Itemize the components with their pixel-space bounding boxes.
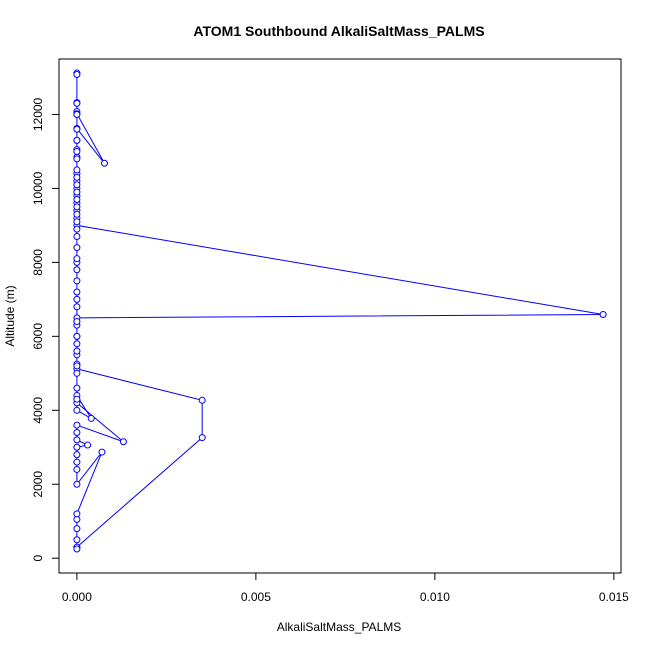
- data-point: [73, 181, 81, 189]
- data-point: [73, 173, 81, 181]
- data-point: [73, 340, 81, 348]
- data-point: [198, 434, 206, 442]
- data-point: [73, 395, 81, 403]
- data-point: [73, 166, 81, 174]
- data-point: [73, 225, 81, 233]
- data-point: [73, 110, 81, 118]
- data-point: [73, 510, 81, 518]
- series-layer: [73, 69, 607, 553]
- x-axis-label: AlkaliSaltMass_PALMS: [277, 620, 402, 634]
- y-tick-label: 12000: [31, 97, 45, 131]
- data-point: [73, 125, 81, 133]
- y-tick-label: 10000: [31, 171, 45, 205]
- y-tick-label: 0: [31, 555, 45, 562]
- data-point: [73, 347, 81, 355]
- data-point: [119, 438, 127, 446]
- data-point: [98, 448, 106, 456]
- data-point: [73, 362, 81, 370]
- data-point: [73, 196, 81, 204]
- data-point: [73, 266, 81, 274]
- data-point: [73, 203, 81, 211]
- data-point: [73, 443, 81, 451]
- x-tick-label: 0.010: [420, 590, 450, 604]
- chart-title: ATOM1 Southbound AlkaliSaltMass_PALMS: [193, 23, 484, 39]
- data-point: [73, 147, 81, 155]
- x-axis: 0.000 0.005 0.010 0.015: [62, 572, 629, 604]
- data-point: [73, 99, 81, 107]
- data-point: [87, 414, 95, 422]
- data-point: [73, 218, 81, 226]
- data-point: [73, 232, 81, 240]
- y-tick-label: 6000: [31, 323, 45, 350]
- data-point: [73, 332, 81, 340]
- data-point: [73, 244, 81, 252]
- y-tick-label: 2000: [31, 471, 45, 498]
- data-point: [73, 480, 81, 488]
- data-point: [599, 311, 607, 319]
- data-point: [73, 406, 81, 414]
- y-axis-label: Altitude (m): [3, 285, 17, 346]
- series-line: [76, 73, 604, 549]
- data-point: [73, 536, 81, 544]
- data-point: [73, 71, 81, 79]
- data-point: [73, 451, 81, 459]
- x-tick-label: 0.015: [599, 590, 629, 604]
- y-tick-label: 4000: [31, 397, 45, 424]
- data-point: [73, 155, 81, 163]
- data-point: [73, 369, 81, 377]
- data-point: [198, 396, 206, 404]
- data-point: [73, 465, 81, 473]
- data-point: [73, 525, 81, 533]
- data-point: [73, 428, 81, 436]
- data-point: [73, 421, 81, 429]
- data-point: [73, 436, 81, 444]
- data-point: [73, 288, 81, 296]
- data-point: [73, 188, 81, 196]
- data-point: [73, 303, 81, 311]
- data-point: [73, 295, 81, 303]
- data-point: [73, 136, 81, 144]
- data-point: [73, 277, 81, 285]
- y-tick-label: 8000: [31, 249, 45, 276]
- data-point: [73, 545, 81, 553]
- data-point: [73, 210, 81, 218]
- data-point: [73, 255, 81, 263]
- x-tick-label: 0.000: [62, 590, 92, 604]
- data-point: [73, 318, 81, 326]
- y-axis: 0 2000 4000 6000 8000 10000 12000: [31, 97, 60, 562]
- x-tick-label: 0.005: [241, 590, 271, 604]
- data-point: [73, 384, 81, 392]
- data-point: [100, 159, 108, 167]
- data-point: [73, 458, 81, 466]
- data-point: [84, 441, 92, 449]
